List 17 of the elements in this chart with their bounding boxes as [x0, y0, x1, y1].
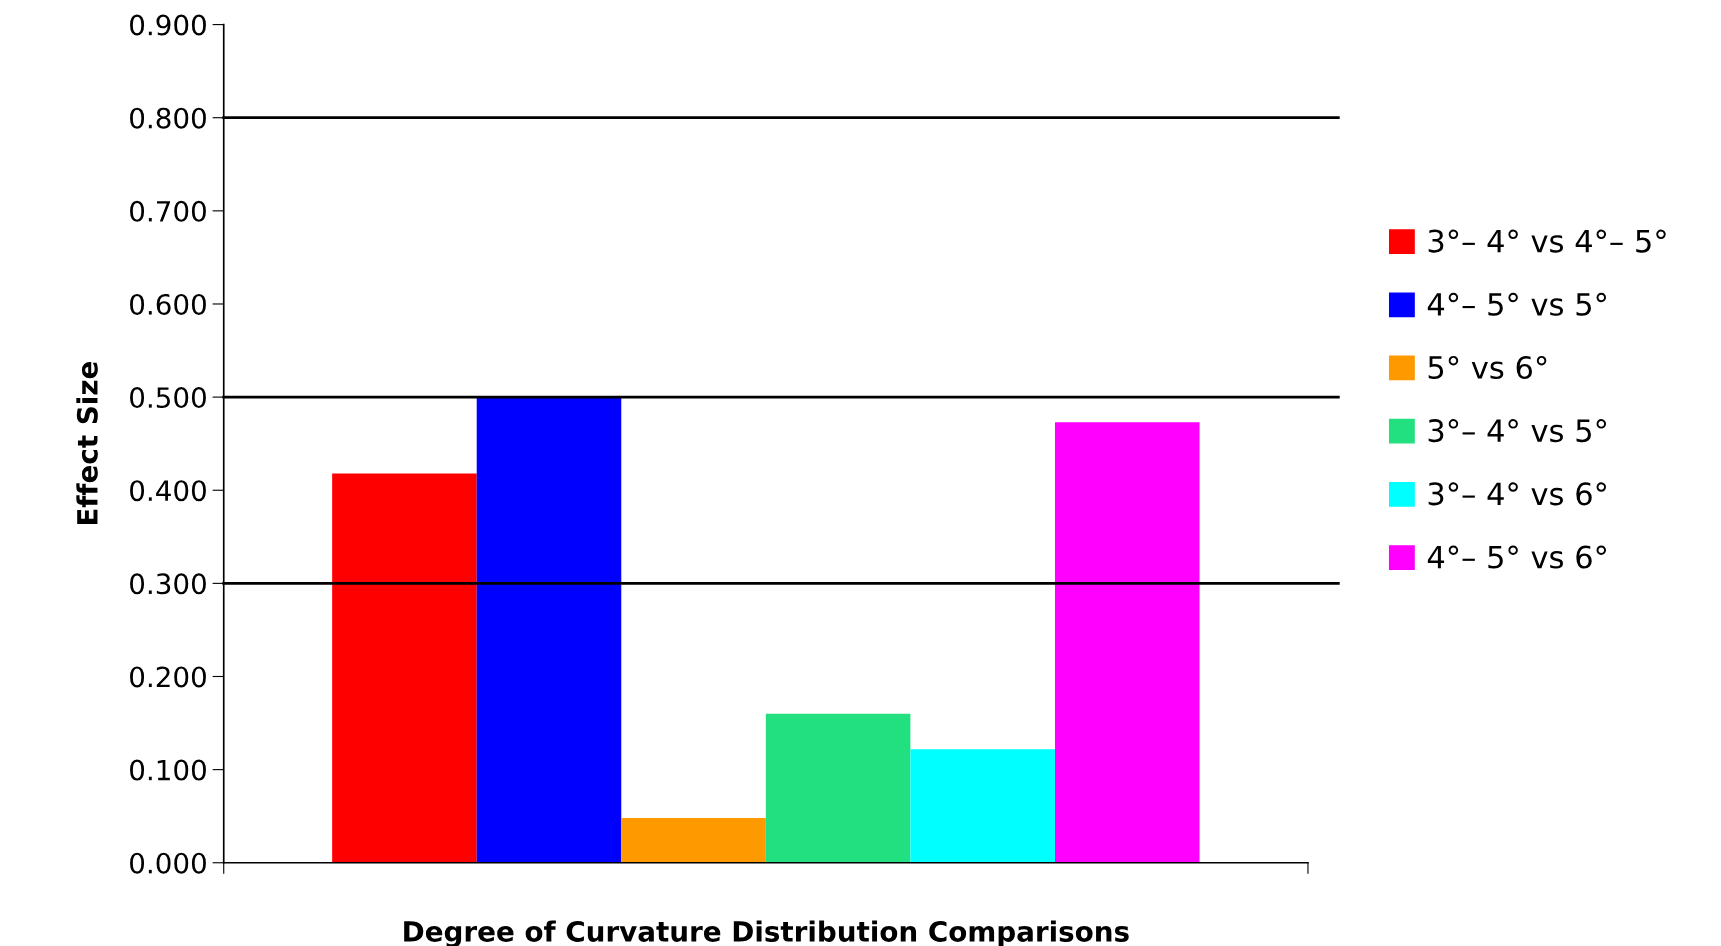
legend-label: 4°– 5° vs 6°: [1427, 545, 1606, 569]
y-tick-label: 0.000: [130, 852, 206, 874]
legend-label: 4°– 5° vs 5°: [1427, 292, 1606, 316]
y-tick-label: 0.800: [130, 107, 206, 129]
legend-label: 5° vs 6°: [1428, 355, 1547, 380]
y-tick-label: 0.700: [130, 200, 206, 222]
y-tick-label: 0.200: [130, 666, 206, 688]
y-tick-label: 0.900: [130, 14, 206, 36]
legend-label: 3°– 4° vs 4°– 5°: [1428, 229, 1666, 253]
y-axis-title: Effect Size: [76, 362, 98, 525]
y-tick-label: 0.500: [130, 387, 206, 409]
y-tick-label: 0.100: [130, 759, 206, 781]
legend-label: 3°– 4° vs 5°: [1428, 419, 1606, 443]
legend-label: 3°– 4° vs 6°: [1428, 482, 1606, 506]
y-tick-label: 0.400: [130, 480, 206, 502]
y-tick-label: 0.600: [130, 293, 206, 315]
y-tick-label: 0.300: [130, 573, 206, 595]
